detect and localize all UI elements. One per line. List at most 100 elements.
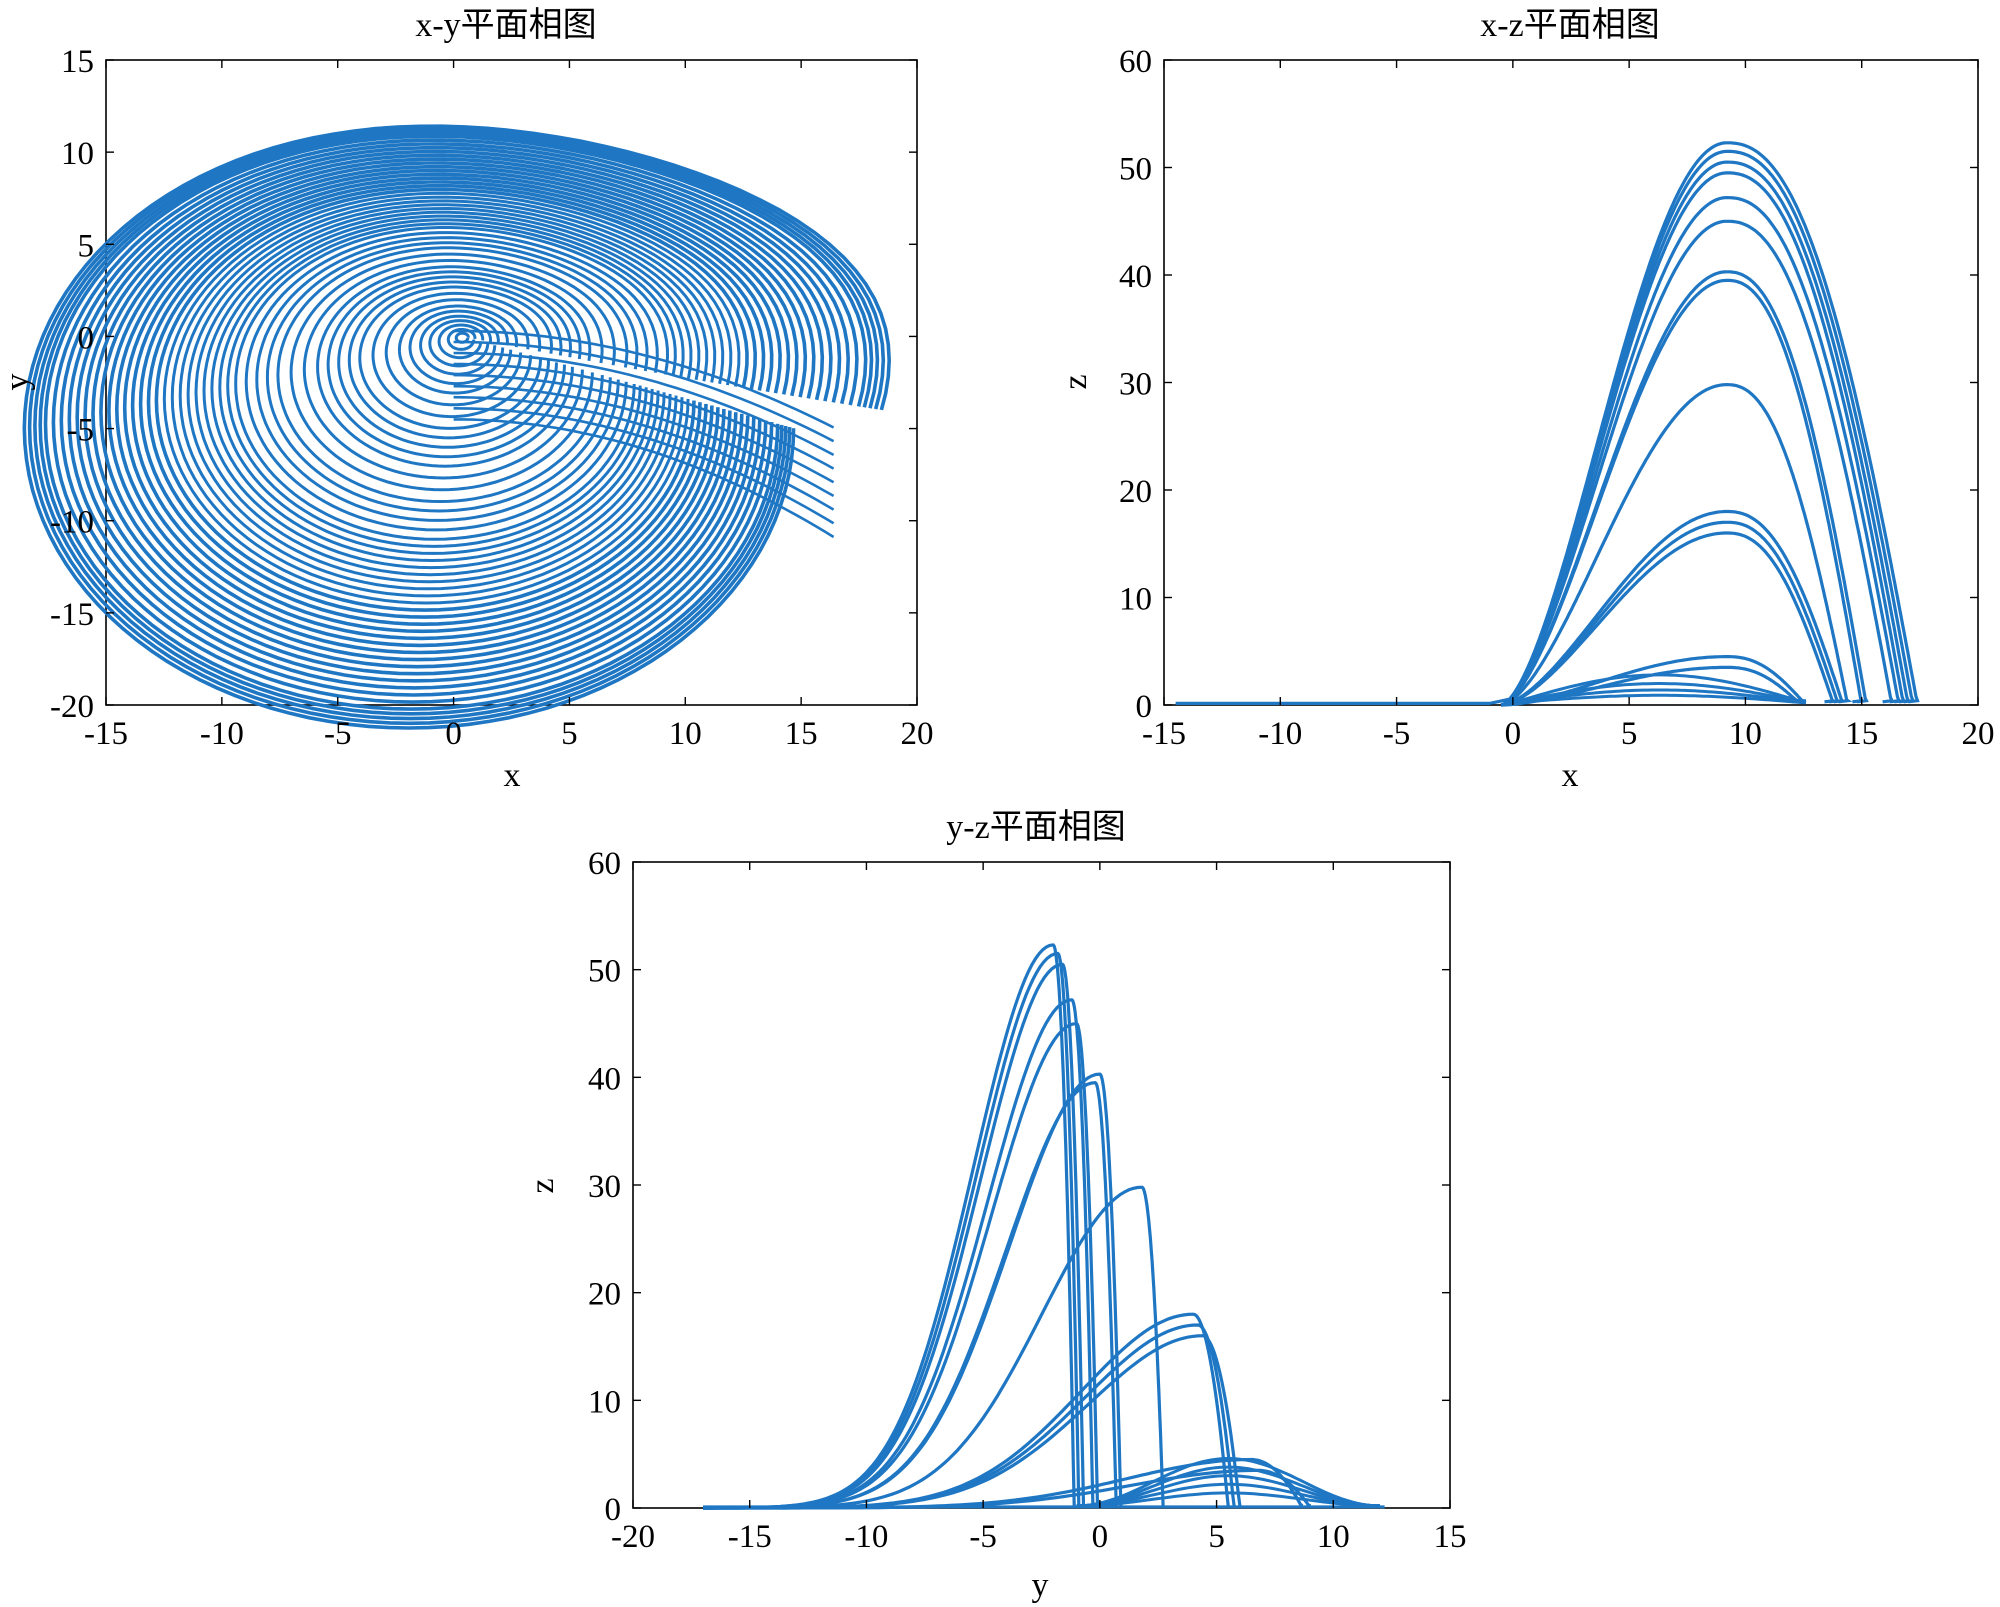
xy-trajectory-loop bbox=[289, 252, 616, 492]
xy-trajectory-tongue bbox=[453, 329, 835, 429]
y-tick-label: 40 bbox=[1119, 259, 1152, 295]
xy-trajectory-loop bbox=[43, 134, 868, 711]
xz-trajectory-arch bbox=[1500, 509, 1844, 707]
xy-trajectory-loop bbox=[178, 199, 725, 591]
xy-trajectory-loop bbox=[234, 226, 670, 541]
x-tick-label: -5 bbox=[324, 716, 352, 752]
chart-xz-ylabel: z bbox=[1057, 374, 1094, 389]
y-tick-label: 50 bbox=[1119, 152, 1152, 188]
xy-trajectory-loop bbox=[38, 132, 874, 716]
xy-trajectory-tongue bbox=[453, 384, 835, 498]
xy-trajectory-loop bbox=[428, 319, 492, 368]
y-tick-label: -20 bbox=[50, 689, 94, 725]
x-tick-label: 0 bbox=[1505, 716, 1522, 752]
xy-trajectory-loop bbox=[83, 153, 825, 676]
xz-trajectory-arch bbox=[1501, 665, 1802, 707]
chart-xy-y-ticks: -20 -15 -10 -5 0 5 10 15 bbox=[50, 44, 917, 725]
x-tick-label: -10 bbox=[844, 1519, 888, 1555]
chart-xy-title: x-y平面相图 bbox=[415, 6, 596, 44]
xy-trajectory-loop bbox=[138, 180, 766, 627]
chart-xy-trajectory bbox=[22, 124, 892, 730]
xz-trajectory-arch bbox=[1501, 531, 1835, 707]
chart-xz-trajectory bbox=[1175, 141, 1920, 707]
xy-trajectory-loop bbox=[59, 142, 851, 697]
xy-trajectory-loop bbox=[194, 206, 709, 577]
xy-trajectory-tongue bbox=[453, 418, 835, 539]
xy-trajectory-tongue bbox=[453, 373, 835, 484]
xz-trajectory-arch bbox=[1500, 195, 1902, 707]
chart-xz-y-ticks: 0 10 20 30 40 50 60 bbox=[1119, 44, 1978, 725]
yz-trajectory-hump bbox=[1076, 1482, 1380, 1508]
xy-trajectory-loop bbox=[316, 265, 592, 468]
x-tick-label: -15 bbox=[728, 1519, 772, 1555]
x-tick-label: 15 bbox=[1434, 1519, 1467, 1555]
xz-trajectory-arch bbox=[1500, 171, 1906, 707]
xy-trajectory-loop bbox=[162, 191, 741, 605]
xz-trajectory-low-arch bbox=[1512, 688, 1807, 705]
xy-trajectory-loop bbox=[337, 275, 573, 449]
yz-trajectory-spike bbox=[703, 1081, 1118, 1510]
xy-trajectory-tongue bbox=[453, 407, 835, 525]
chart-yz-x-ticks: -20 -15 -10 -5 0 5 10 15 bbox=[611, 862, 1467, 1555]
chart-yz-ylabel: z bbox=[524, 1178, 561, 1193]
x-tick-label: 20 bbox=[901, 716, 934, 752]
xz-trajectory-arch bbox=[1500, 278, 1865, 707]
chart-yz-trajectory bbox=[703, 943, 1385, 1510]
chart-yz-title: y-z平面相图 bbox=[946, 808, 1125, 846]
y-tick-label: 10 bbox=[588, 1384, 621, 1420]
chart-xy-phase: x-y平面相图 -15 -10 -5 0 5 10 15 20 -20-15-10-50510… bbox=[0, 6, 934, 794]
xy-trajectory-loop bbox=[22, 124, 892, 730]
x-tick-label: -10 bbox=[1258, 716, 1302, 752]
xy-trajectory-loop bbox=[75, 149, 833, 683]
xy-trajectory-loop bbox=[276, 246, 629, 504]
xy-trajectory-loop bbox=[99, 161, 808, 662]
x-tick-label: 10 bbox=[1729, 716, 1762, 752]
xz-trajectory-low-arch bbox=[1512, 682, 1807, 705]
x-tick-label: 15 bbox=[785, 716, 818, 752]
xy-trajectory-loop bbox=[67, 145, 842, 690]
y-tick-label: 30 bbox=[588, 1169, 621, 1205]
yz-trajectory-spike bbox=[703, 1468, 1312, 1510]
xy-trajectory-loop bbox=[218, 218, 685, 555]
yz-trajectory-hump bbox=[1076, 1491, 1380, 1508]
xz-trajectory-low-arch bbox=[1512, 673, 1807, 705]
y-tick-label: -5 bbox=[67, 413, 95, 449]
x-tick-label: -15 bbox=[1142, 716, 1186, 752]
xy-trajectory-loop bbox=[170, 195, 733, 598]
chart-xz-title: x-z平面相图 bbox=[1480, 6, 1659, 44]
y-tick-label: -15 bbox=[50, 597, 94, 633]
xy-trajectory-loop bbox=[27, 126, 886, 726]
xy-trajectory-loop bbox=[130, 176, 774, 634]
x-tick-label: 0 bbox=[445, 716, 462, 752]
y-tick-label: 0 bbox=[1136, 689, 1153, 725]
y-tick-label: 5 bbox=[78, 228, 95, 264]
xy-trajectory-loop bbox=[122, 172, 782, 641]
x-tick-label: 5 bbox=[1621, 716, 1638, 752]
chart-xz-xlabel: x bbox=[1562, 757, 1579, 794]
x-tick-label: 20 bbox=[1962, 716, 1995, 752]
xy-trajectory-tongue bbox=[453, 340, 835, 443]
x-tick-label: -5 bbox=[1383, 716, 1411, 752]
x-tick-label: 10 bbox=[669, 716, 702, 752]
yz-trajectory-spike bbox=[703, 1312, 1230, 1510]
xy-trajectory-loop bbox=[408, 309, 509, 386]
xy-trajectory-loop bbox=[107, 164, 799, 655]
xy-trajectory-loop bbox=[51, 138, 859, 704]
xy-trajectory-loop bbox=[33, 129, 880, 721]
xy-trajectory-tongue bbox=[453, 362, 835, 470]
xz-trajectory-baseline bbox=[1175, 696, 1514, 705]
y-tick-label: 30 bbox=[1119, 367, 1152, 403]
x-tick-label: 10 bbox=[1317, 1519, 1350, 1555]
x-tick-label: -5 bbox=[969, 1519, 997, 1555]
y-tick-label: 60 bbox=[1119, 44, 1152, 80]
chart-xy-ylabel: y bbox=[0, 374, 36, 391]
xz-trajectory-arch bbox=[1501, 655, 1807, 707]
y-tick-label: 60 bbox=[588, 846, 621, 882]
xy-trajectory-loop bbox=[255, 236, 649, 522]
yz-trajectory-spike bbox=[703, 962, 1086, 1510]
yz-trajectory-spike bbox=[703, 943, 1076, 1510]
x-tick-label: 15 bbox=[1845, 716, 1878, 752]
y-tick-label: 20 bbox=[1119, 474, 1152, 510]
x-tick-label: -10 bbox=[200, 716, 244, 752]
